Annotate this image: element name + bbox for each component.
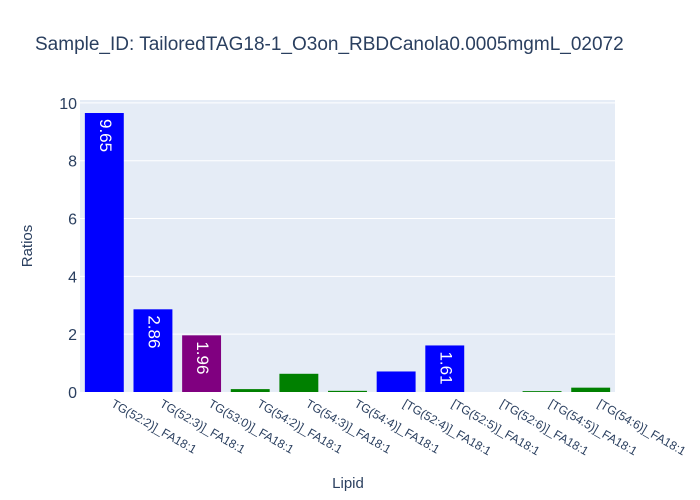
x-tick-labels: TG(52:2)]_FA18:1TG(52:3)]_FA18:1TG(53:0)… xyxy=(109,396,689,458)
y-tick-labels: 0 2 4 6 8 10 xyxy=(59,96,77,402)
bar-value-label: 9.65 xyxy=(96,119,115,152)
bar xyxy=(133,309,173,392)
bar-value-label: 1.61 xyxy=(436,351,455,384)
bar xyxy=(328,390,367,392)
y-tick-label: 4 xyxy=(68,269,77,286)
x-axis-label: Lipid xyxy=(332,475,364,492)
y-tick-label: 2 xyxy=(68,327,77,344)
y-tick-label: 6 xyxy=(68,212,77,229)
y-tick-label: 0 xyxy=(68,385,77,402)
x-tick-label: TG(52:2)]_FA18:1 xyxy=(109,396,199,456)
bar xyxy=(182,335,222,392)
x-tick-label: TG(52:3)]_FA18:1 xyxy=(157,396,247,456)
bar xyxy=(376,371,416,392)
data-labels: 9.65 2.86 1.96 1.61 xyxy=(96,119,455,385)
y-tick-label: 10 xyxy=(59,96,77,113)
bars xyxy=(84,113,611,393)
y-axis-label: Ratios xyxy=(19,225,36,268)
chart-title: Sample_ID: TailoredTAG18-1_O3on_RBDCanol… xyxy=(35,34,624,55)
bar xyxy=(84,113,124,393)
x-tick-label: TG(54:3)]_FA18:1 xyxy=(303,396,393,456)
bar xyxy=(571,387,611,392)
bar-value-label: 2.86 xyxy=(144,315,163,348)
y-tick-label: 8 xyxy=(68,154,77,171)
bar xyxy=(279,373,319,392)
bar xyxy=(425,345,465,392)
x-tick-label: TG(53:0)]_FA18:1 xyxy=(206,396,296,456)
bar xyxy=(522,391,562,392)
x-tick-label: TG(54:4)]_FA18:1 xyxy=(352,396,442,456)
x-tick-label: TG(54:2)]_FA18:1 xyxy=(255,396,345,456)
bar-value-label: 1.96 xyxy=(193,341,212,374)
bar xyxy=(230,389,270,392)
